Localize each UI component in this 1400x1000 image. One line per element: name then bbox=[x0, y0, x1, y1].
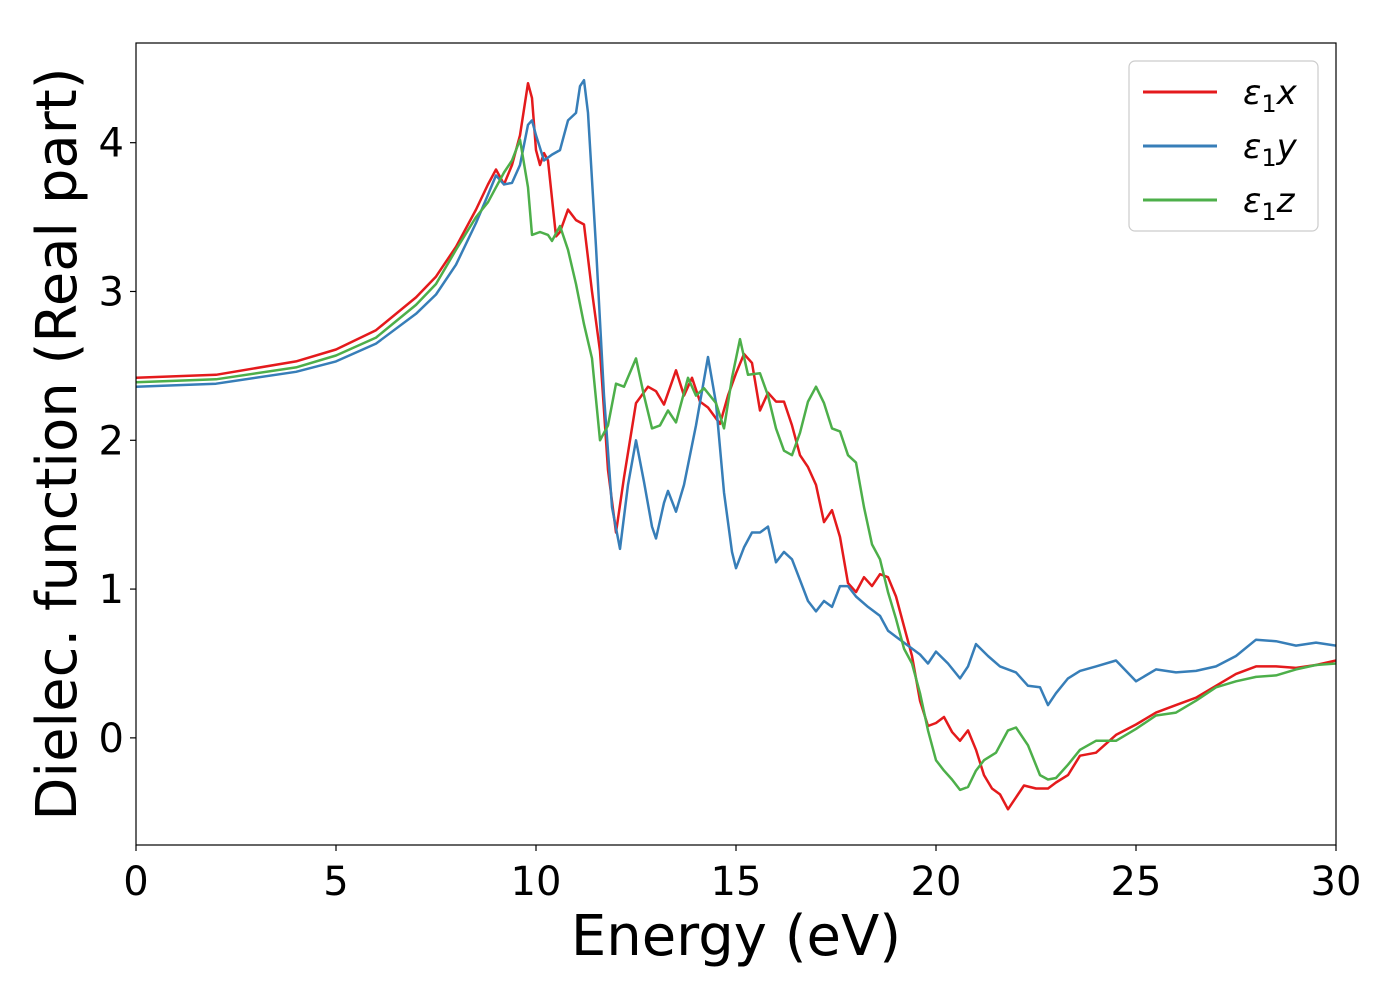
series-lines bbox=[136, 78, 1336, 811]
legend-label-base: ε bbox=[1243, 181, 1261, 221]
legend-label-subscript: 1 bbox=[1261, 198, 1276, 226]
y-tick-label: 3 bbox=[99, 269, 124, 315]
x-tick-label: 0 bbox=[123, 859, 148, 905]
series-line-y bbox=[136, 78, 1336, 707]
series-line-z bbox=[136, 138, 1336, 792]
x-axis-label: Energy (eV) bbox=[571, 904, 901, 969]
series-line-x bbox=[136, 81, 1336, 811]
legend-label-x: ε1x bbox=[1243, 73, 1298, 118]
x-tick-label: 10 bbox=[511, 859, 562, 905]
axes-layer: 0 5 10 15 20 25 30 0 1 2 3 4 Energy (eV) Dielec. func… bbox=[25, 42, 1362, 969]
legend-label-y: ε1y bbox=[1243, 127, 1298, 172]
y-tick-label: 1 bbox=[99, 567, 124, 613]
series-layer bbox=[136, 78, 1336, 811]
x-tick-label: 20 bbox=[911, 859, 962, 905]
x-tick-label: 5 bbox=[323, 859, 348, 905]
legend-label-subscript: 1 bbox=[1261, 90, 1276, 118]
legend-label-suffix: y bbox=[1276, 127, 1298, 167]
y-tick-label: 4 bbox=[99, 121, 124, 167]
x-tick-label: 15 bbox=[711, 859, 762, 905]
x-tick-label: 25 bbox=[1111, 859, 1162, 905]
legend-label-base: ε bbox=[1243, 127, 1261, 167]
legend-label-base: ε bbox=[1243, 73, 1261, 113]
y-axis-label: Dielec. function (Real part) bbox=[25, 67, 90, 820]
y-tick-label: 2 bbox=[99, 418, 124, 464]
legend-label-suffix: z bbox=[1276, 181, 1296, 221]
legend-label-z: ε1z bbox=[1243, 181, 1296, 226]
legend-label-subscript: 1 bbox=[1261, 144, 1276, 172]
x-tick-label: 30 bbox=[1311, 859, 1362, 905]
legend-label-suffix: x bbox=[1276, 73, 1298, 113]
legend-box bbox=[1128, 60, 1319, 232]
y-tick-label: 0 bbox=[99, 716, 124, 762]
